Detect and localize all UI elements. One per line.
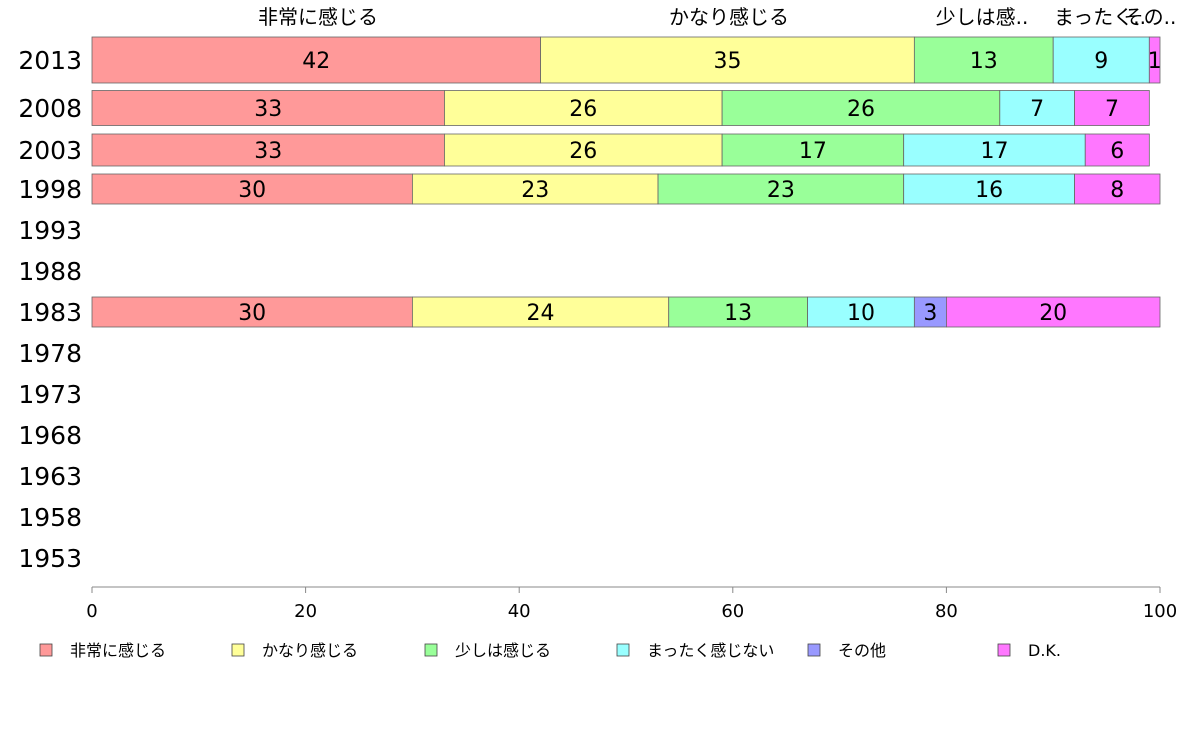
bar-value-label: 26 — [569, 139, 597, 164]
year-label: 1983 — [18, 298, 82, 327]
bar-value-label: 23 — [521, 178, 549, 203]
bar-value-label: 8 — [1110, 178, 1124, 203]
bars: 42 35 13 9 133 26 26 7 733 26 17 17 630 23 23 16 830 24 13… — [91, 36, 1162, 328]
bar-value-label: 13 — [970, 49, 998, 74]
bar-value-label: 17 — [799, 139, 827, 164]
bar-value-label: 26 — [569, 97, 597, 122]
bar-value-label: 42 — [302, 49, 330, 74]
top-series-label: その.. — [1124, 5, 1177, 29]
bar-segment — [1074, 90, 1150, 126]
x-tick-label: 0 — [86, 601, 97, 622]
bar-segment — [444, 90, 723, 126]
bar-segment — [913, 36, 1054, 84]
bar-segment — [1074, 173, 1161, 205]
bar-segment — [721, 90, 1001, 126]
bar-segment — [540, 36, 915, 84]
legend-swatch — [616, 643, 630, 657]
top-series-label: 非常に感じる — [258, 5, 378, 29]
legend-label: まったく感じない — [647, 641, 774, 660]
bar-value-label: 33 — [254, 139, 282, 164]
year-label: 1953 — [18, 544, 82, 573]
bar-segment — [91, 173, 413, 205]
legend-label: かなり感じる — [262, 641, 358, 660]
bar-segment — [999, 90, 1075, 126]
bar-value-label: 6 — [1110, 139, 1124, 164]
bar-value-label: 23 — [767, 178, 795, 203]
year-label: 1988 — [18, 257, 82, 286]
bar-segment — [91, 36, 541, 84]
legend-label: その他 — [838, 641, 886, 660]
top-series-label: まったく.. — [1054, 5, 1146, 29]
y-axis-labels: 2013 2008 2003 1998 1993 1988 1983 1978 1973 1968… — [18, 46, 82, 573]
bar-value-label: 16 — [975, 178, 1003, 203]
x-tick-label: 20 — [294, 601, 317, 622]
year-label: 2008 — [18, 94, 82, 123]
x-tick-label: 80 — [935, 601, 958, 622]
x-axis: 0 20 40 60 80 100 — [86, 586, 1177, 622]
bar-value-label: 30 — [238, 178, 266, 203]
top-series-label: 少しは感.. — [936, 5, 1029, 29]
bar-segment — [91, 90, 445, 126]
year-label: 1968 — [18, 421, 82, 450]
legend-swatch — [997, 643, 1011, 657]
bar-value-label: 7 — [1030, 97, 1044, 122]
year-label: 2003 — [18, 136, 82, 165]
bar-value-label: 13 — [724, 301, 752, 326]
year-label: 2013 — [18, 46, 82, 75]
legend-swatch — [231, 643, 245, 657]
bar-segment — [411, 173, 659, 205]
x-tick-label: 40 — [508, 601, 531, 622]
bar-value-label: 17 — [980, 139, 1008, 164]
bar-segment — [913, 296, 947, 328]
legend-label: D.K. — [1028, 641, 1061, 660]
bar-value-label: 35 — [713, 49, 741, 74]
bar-value-label: 20 — [1039, 301, 1067, 326]
top-series-labels: 非常に感じる かなり感じる 少しは感.. まったく..その.. — [258, 5, 1176, 29]
bar-value-label: 3 — [923, 301, 937, 326]
year-label: 1978 — [18, 339, 82, 368]
bar-value-label: 1 — [1148, 49, 1162, 74]
legend-label: 非常に感じる — [70, 641, 166, 660]
bar-segment — [91, 296, 413, 328]
x-tick-label: 60 — [721, 601, 744, 622]
bar-segment — [903, 173, 1075, 205]
bar-segment — [657, 173, 905, 205]
legend-swatch — [807, 643, 821, 657]
bar-segment — [1084, 133, 1150, 167]
bar-segment — [668, 296, 808, 328]
year-label: 1963 — [18, 462, 82, 491]
legend-swatch — [424, 643, 438, 657]
bar-segment — [1052, 36, 1150, 84]
legend: 非常に感じる かなり感じる 少しは感じる まったく感じない その他 D.K. — [39, 641, 1061, 660]
bar-value-label: 10 — [847, 301, 875, 326]
bar-segment — [807, 296, 915, 328]
year-label: 1993 — [18, 216, 82, 245]
bar-value-label: 24 — [527, 301, 555, 326]
legend-swatch — [39, 643, 53, 657]
bar-value-label: 26 — [847, 97, 875, 122]
bar-segment — [91, 133, 445, 167]
bar-segment — [721, 133, 905, 167]
bar-segment — [946, 296, 1161, 328]
bar-segment — [1148, 36, 1161, 84]
bar-value-label: 33 — [254, 97, 282, 122]
bar-value-label: 9 — [1094, 49, 1108, 74]
bar-segment — [444, 133, 723, 167]
year-label: 1958 — [18, 503, 82, 532]
bar-value-label: 30 — [238, 301, 266, 326]
bar-value-label: 7 — [1105, 97, 1119, 122]
year-label: 1973 — [18, 380, 82, 409]
x-tick-label: 100 — [1143, 601, 1177, 622]
year-label: 1998 — [18, 175, 82, 204]
legend-label: 少しは感じる — [455, 641, 551, 660]
top-series-label: かなり感じる — [669, 5, 789, 29]
